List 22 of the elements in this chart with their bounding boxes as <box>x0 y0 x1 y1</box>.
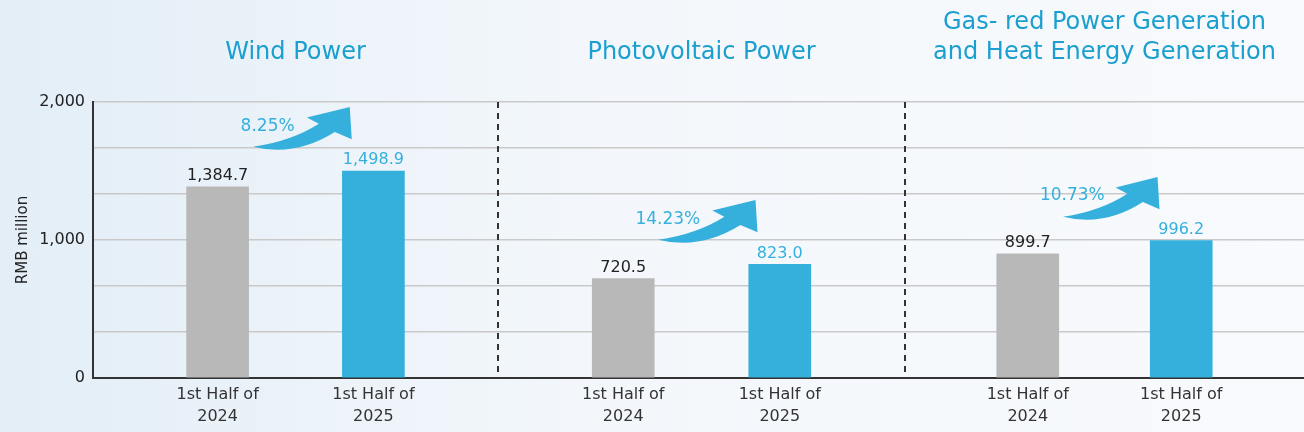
annotation: 14.23% <box>635 207 701 228</box>
annotation: 8.25% <box>240 114 295 135</box>
data-label: 720.5 <box>600 256 647 276</box>
y-tick-label: 1,000 <box>39 229 85 249</box>
data-label: 1,498.9 <box>342 149 404 169</box>
y-tick-label: 2,000 <box>39 91 85 111</box>
data-label: 1,384.7 <box>187 165 249 185</box>
y-tick-label: 0 <box>74 367 85 387</box>
chart-title: Wind Power <box>225 37 366 66</box>
x-tick-label: 1st Half of 2025 <box>332 383 415 425</box>
x-tick-label: 1st Half of 2024 <box>986 383 1070 425</box>
data-label: 996.2 <box>1158 218 1205 238</box>
chart-title: Gas- red Power Generation and Heat Energy Generation <box>933 7 1276 66</box>
data-label: 899.7 <box>1004 232 1051 251</box>
x-tick-label: 1st Half of 2024 <box>176 383 260 425</box>
x-tick-label: 1st Half of 2025 <box>738 383 822 425</box>
x-tick-label: 1st Half of 2024 <box>582 383 665 425</box>
y-axis-title: RMB million <box>12 195 31 285</box>
annotation: 10.73% <box>1039 183 1105 204</box>
data-label: 823.0 <box>756 242 803 262</box>
x-tick-label: 1st Half of 2025 <box>1140 383 1223 425</box>
chart-title: Photovoltaic Power <box>587 37 816 66</box>
